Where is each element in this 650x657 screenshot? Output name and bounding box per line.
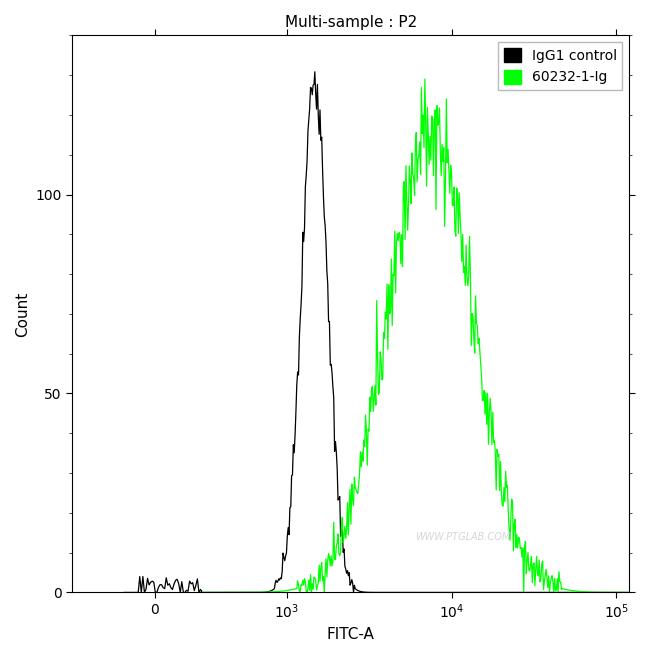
IgG1 control	[430, 589, 437, 597]
Line: 60232-1-Ig: 60232-1-Ig	[200, 79, 629, 593]
IgG1 control	[616, 589, 624, 597]
IgG1 control	[453, 589, 461, 597]
IgG1 control	[625, 589, 633, 597]
60232-1-Ig	[401, 236, 409, 244]
60232-1-Ig	[550, 589, 558, 597]
IgG1 control	[404, 589, 411, 597]
60232-1-Ig	[454, 190, 462, 198]
60232-1-Ig	[617, 589, 625, 597]
X-axis label: FITC-A: FITC-A	[327, 627, 375, 642]
IgG1 control	[196, 589, 204, 597]
IgG1 control	[401, 589, 409, 597]
60232-1-Ig	[625, 589, 633, 597]
Line: IgG1 control: IgG1 control	[200, 72, 629, 593]
Y-axis label: Count: Count	[15, 291, 30, 336]
Legend: IgG1 control, 60232-1-Ig: IgG1 control, 60232-1-Ig	[499, 42, 623, 90]
60232-1-Ig	[303, 589, 311, 597]
60232-1-Ig	[430, 116, 438, 124]
60232-1-Ig	[421, 75, 429, 83]
IgG1 control	[311, 68, 318, 76]
Text: WWW.PTGLAB.COM: WWW.PTGLAB.COM	[415, 532, 510, 542]
60232-1-Ig	[196, 589, 204, 597]
60232-1-Ig	[404, 227, 411, 235]
Title: Multi-sample : P2: Multi-sample : P2	[285, 15, 417, 30]
IgG1 control	[549, 589, 557, 597]
